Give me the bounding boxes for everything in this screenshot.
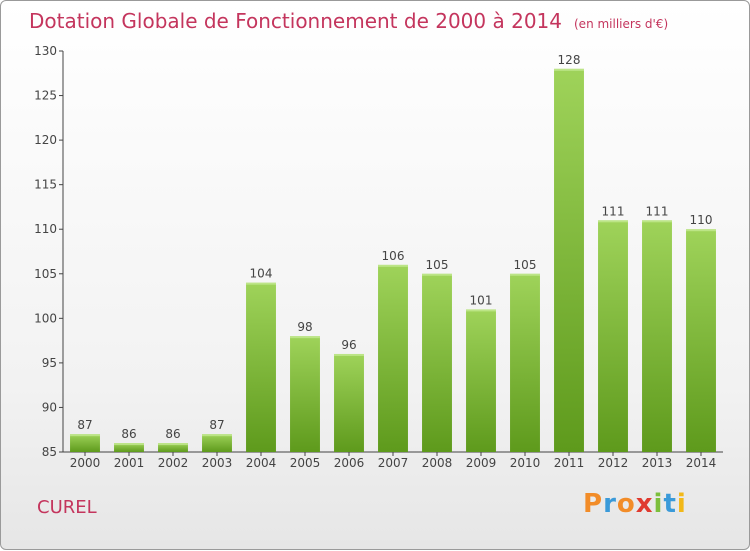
y-tick-label: 130 [34,44,57,58]
commune-name: CUREL [37,497,97,518]
bar-highlight [598,220,628,223]
y-tick-label: 95 [42,356,57,370]
y-tick-label: 110 [34,222,57,236]
bar-highlight [158,443,188,446]
x-tick-label: 2011 [554,456,585,470]
data-label: 110 [690,213,713,227]
data-label: 105 [514,258,537,272]
bar [554,68,584,453]
x-tick-label: 2007 [378,456,409,470]
data-label: 101 [470,293,493,307]
subtitle-text: (en milliers d'€) [574,17,669,31]
y-tick-label: 120 [34,133,57,147]
bar [466,309,496,452]
data-label: 128 [558,53,581,67]
title-text: Dotation Globale de Fonctionnement de 20… [29,9,562,33]
y-tick-label: 85 [42,445,57,459]
x-tick-label: 2000 [70,456,101,470]
x-tick-label: 2002 [158,456,189,470]
bar [246,282,276,452]
y-tick-label: 100 [34,311,57,325]
bar [378,264,408,452]
x-tick-label: 2001 [114,456,145,470]
bar-highlight [554,68,584,71]
bar-highlight [290,336,320,339]
bar-highlight [246,282,276,285]
x-tick-label: 2004 [246,456,277,470]
x-tick-label: 2008 [422,456,453,470]
bar [158,443,188,452]
data-label: 106 [382,249,405,263]
x-tick-label: 2006 [334,456,365,470]
bar [334,353,364,452]
data-label: 111 [646,204,669,218]
proxiti-logo[interactable]: Proxiti [583,489,687,519]
bar-highlight [334,353,364,356]
bar [290,336,320,452]
x-tick-label: 2014 [686,456,717,470]
bar [642,220,672,452]
x-tick-label: 2005 [290,456,321,470]
y-tick-label: 115 [34,178,57,192]
data-label: 87 [77,418,92,432]
bar [70,434,100,452]
data-label: 87 [209,418,224,432]
x-tick-label: 2009 [466,456,497,470]
bar-highlight [378,264,408,267]
data-label: 96 [341,338,356,352]
bar [686,229,716,452]
data-label: 86 [165,427,180,441]
bar [114,443,144,452]
bar-highlight [686,229,716,232]
bar [598,220,628,452]
data-label: 98 [297,320,312,334]
data-label: 111 [602,204,625,218]
bar [202,434,232,452]
bar-highlight [510,273,540,276]
chart-title: Dotation Globale de Fonctionnement de 20… [29,9,668,33]
bar-highlight [422,273,452,276]
bar [510,273,540,452]
bar-highlight [466,309,496,312]
bar-highlight [202,434,232,437]
bar [422,273,452,452]
data-label: 86 [121,427,136,441]
x-tick-label: 2013 [642,456,673,470]
x-tick-label: 2010 [510,456,541,470]
data-label: 104 [250,267,273,281]
bar-highlight [114,443,144,446]
bar-highlight [70,434,100,437]
x-tick-label: 2003 [202,456,233,470]
y-tick-label: 125 [34,89,57,103]
data-label: 105 [426,258,449,272]
y-tick-label: 105 [34,267,57,281]
bar-highlight [642,220,672,223]
y-tick-label: 90 [42,400,57,414]
x-tick-label: 2012 [598,456,629,470]
